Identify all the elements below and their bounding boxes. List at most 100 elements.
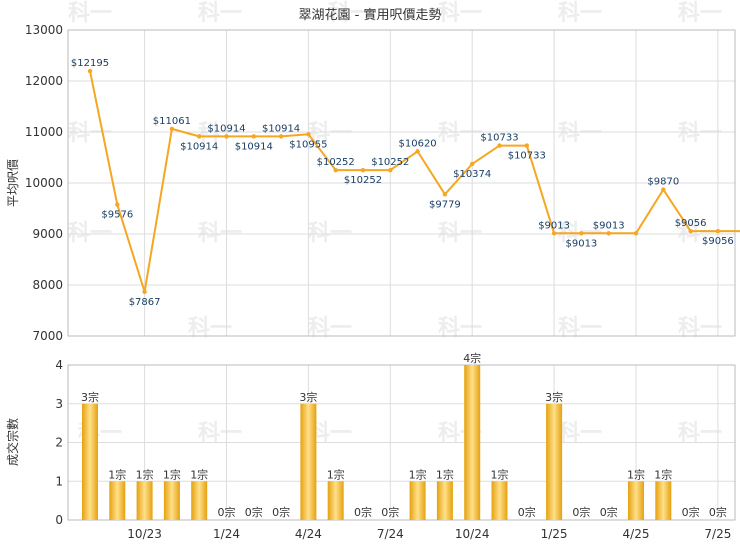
bar-label-18: 0宗 — [572, 505, 590, 519]
price-point-19 — [606, 231, 611, 236]
price-point-18 — [579, 231, 584, 236]
price-point-11 — [388, 167, 393, 173]
labels-layer: 3宗 1宗 1宗 1宗 1宗 0宗 0宗 0宗 3宗 1宗 0宗 0宗 1宗 1宗 4宗 1宗 0宗 3宗 0宗 0宗… — [71, 58, 734, 519]
price-point-23 — [715, 228, 721, 234]
bar-label-12: 1宗 — [409, 467, 427, 481]
bar-15 — [491, 481, 508, 520]
price-point-7 — [278, 134, 284, 139]
bar-label-1: 1宗 — [108, 467, 126, 481]
price-label-13: $9779 — [429, 199, 461, 210]
bar-y-tick-4: 4 — [55, 358, 63, 372]
price-point-0 — [87, 68, 93, 74]
bar-2 — [136, 481, 153, 520]
price-label-18: $9013 — [565, 238, 597, 249]
watermark-21: 科一 — [558, 316, 602, 341]
price-point-21 — [661, 187, 666, 192]
watermark-19: 科一 — [308, 316, 352, 341]
bar-label-20: 1宗 — [627, 467, 645, 481]
price-point-1 — [115, 202, 120, 207]
price-label-8: $10955 — [289, 139, 327, 150]
price-label-2: $7867 — [129, 297, 161, 308]
bar-label-9: 1宗 — [327, 467, 345, 481]
bar-14 — [464, 365, 481, 520]
price-label-4: $10914 — [180, 141, 218, 152]
price-line — [89, 70, 740, 293]
price-point-22 — [688, 228, 693, 234]
price-label-16: $10733 — [508, 151, 546, 162]
price-label-19: $9013 — [593, 220, 625, 231]
line-y-axis-label: 平均呎價 — [6, 159, 20, 207]
bar-label-8: 3宗 — [299, 390, 317, 404]
bar-8 — [300, 403, 317, 520]
price-point-6 — [251, 134, 256, 139]
x-tick-0: 10/23 — [127, 527, 162, 541]
price-point-15 — [497, 143, 502, 148]
bar-plot-frame — [67, 364, 736, 521]
price-point-20 — [633, 231, 639, 236]
price-point-10 — [360, 167, 366, 173]
x-tick-5: 1/25 — [541, 527, 568, 541]
bar-label-16: 0宗 — [518, 505, 536, 519]
bar-label-21: 1宗 — [654, 467, 672, 481]
watermark-4: 科一 — [558, 1, 602, 26]
price-label-14: $10374 — [453, 169, 491, 180]
bar-3 — [163, 481, 180, 520]
bar-label-15: 1宗 — [491, 467, 509, 481]
chart-title: 翠湖花園 - 實用呎價走勢 — [299, 7, 442, 23]
bar-label-0: 3宗 — [81, 390, 99, 404]
bar-y-tick-1: 1 — [55, 474, 63, 488]
watermark-2: 科一 — [328, 1, 372, 26]
line-plot-frame — [67, 29, 736, 337]
price-point-4 — [197, 134, 202, 139]
bar-13 — [436, 481, 453, 520]
watermark-5: 科一 — [678, 1, 722, 26]
price-point-9 — [333, 167, 338, 173]
price-point-17 — [551, 231, 557, 236]
watermark-27: 科一 — [558, 421, 602, 446]
watermark-20: 科一 — [438, 316, 482, 341]
bar-label-2: 1宗 — [136, 467, 154, 481]
price-label-17: $9013 — [538, 220, 570, 231]
line-y-tick-3: 10000 — [25, 176, 63, 190]
x-tick-4: 10/24 — [455, 527, 490, 541]
bar-label-3: 1宗 — [163, 467, 181, 481]
bar-label-6: 0宗 — [245, 505, 263, 519]
axes-layer: 7000 8000 9000 10000 11000 12000 13000 0 1 2 3 4 10/… — [25, 23, 736, 541]
price-point-5 — [224, 134, 229, 139]
price-label-9: $10252 — [317, 157, 355, 168]
bar-label-4: 1宗 — [190, 467, 208, 481]
bar-label-23: 0宗 — [709, 505, 727, 519]
line-y-tick-5: 12000 — [25, 74, 63, 88]
bar-20 — [628, 481, 644, 520]
bar-label-7: 0宗 — [272, 505, 290, 519]
watermark-28: 科一 — [678, 421, 722, 446]
bar-4 — [191, 481, 208, 520]
bar-y-tick-3: 3 — [55, 397, 63, 411]
price-label-10: $10252 — [344, 175, 382, 186]
watermark-9: 科一 — [438, 121, 482, 146]
watermark-1: 科一 — [198, 1, 242, 26]
x-tick-6: 4/25 — [623, 527, 650, 541]
watermark-0: 科一 — [68, 1, 112, 26]
line-y-tick-0: 7000 — [32, 329, 63, 343]
price-point-12 — [415, 149, 420, 154]
bar-label-11: 0宗 — [381, 505, 399, 519]
watermark-22: 科一 — [678, 316, 722, 341]
line-y-tick-1: 8000 — [32, 278, 63, 292]
price-point-3 — [169, 126, 175, 132]
bars-layer — [82, 365, 672, 520]
bar-label-22: 0宗 — [682, 505, 700, 519]
line-y-tick-2: 9000 — [32, 227, 63, 241]
x-tick-7: 7/25 — [704, 527, 731, 541]
bar-label-14: 4宗 — [463, 351, 481, 365]
price-label-15: $10733 — [480, 133, 518, 144]
bar-21 — [655, 481, 672, 520]
bar-12 — [409, 481, 426, 520]
bar-y-tick-2: 2 — [55, 436, 63, 450]
line-y-tick-6: 13000 — [25, 23, 63, 37]
line-layer — [87, 68, 740, 294]
watermark-24: 科一 — [198, 421, 242, 446]
bar-17 — [546, 403, 563, 520]
